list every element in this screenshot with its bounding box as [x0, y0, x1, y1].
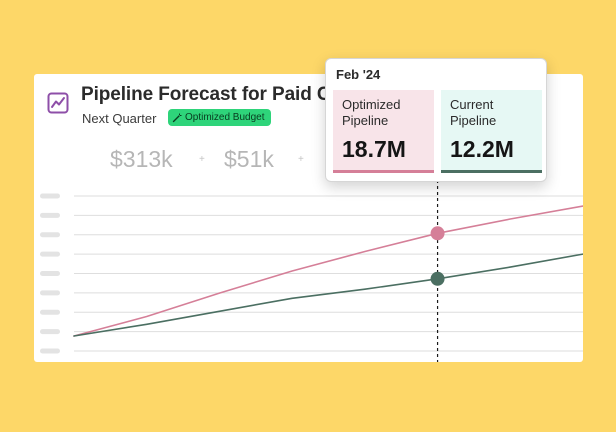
tooltip-optimized-label: Optimized Pipeline	[342, 97, 401, 128]
y-tick-placeholder	[40, 309, 60, 315]
line-chart[interactable]	[34, 74, 583, 362]
tooltip-optimized-value: 18.7M	[342, 136, 406, 162]
y-tick-placeholder	[40, 193, 60, 199]
optimized-budget-badge[interactable]: Optimized Budget	[168, 109, 271, 126]
series-line-current	[73, 253, 583, 337]
plus-separator: +	[298, 154, 304, 165]
y-tick-placeholder	[40, 232, 60, 238]
metric-value: $51k	[224, 146, 274, 172]
tooltip-optimized-panel: Optimized Pipeline 18.7M	[333, 90, 434, 173]
data-point-current	[430, 271, 445, 286]
y-tick-placeholder	[40, 348, 60, 354]
line-chart-icon	[47, 92, 69, 114]
data-point-optimized	[430, 226, 445, 241]
tooltip-current-value: 12.2M	[450, 136, 514, 162]
tooltip-current-label: Current Pipeline	[450, 97, 497, 128]
y-tick-placeholder	[40, 290, 60, 296]
metric-value: $313k	[110, 146, 173, 172]
period-label: Next Quarter	[82, 111, 157, 126]
tooltip-date: Feb '24	[336, 67, 381, 82]
tooltip-current-panel: Current Pipeline 12.2M	[441, 90, 542, 173]
chart-tooltip: Feb '24 Optimized Pipeline 18.7M Current…	[325, 58, 547, 182]
y-tick-placeholder	[40, 329, 60, 335]
magic-wand-icon	[172, 113, 182, 123]
plus-separator: +	[199, 154, 205, 165]
y-tick-placeholder	[40, 212, 60, 218]
series-line-optimized	[73, 205, 583, 337]
page-title: Pipeline Forecast for Paid Cha	[81, 84, 353, 105]
badge-label: Optimized Budget	[185, 112, 265, 123]
y-tick-placeholder	[40, 271, 60, 276]
y-tick-placeholder	[40, 251, 60, 257]
